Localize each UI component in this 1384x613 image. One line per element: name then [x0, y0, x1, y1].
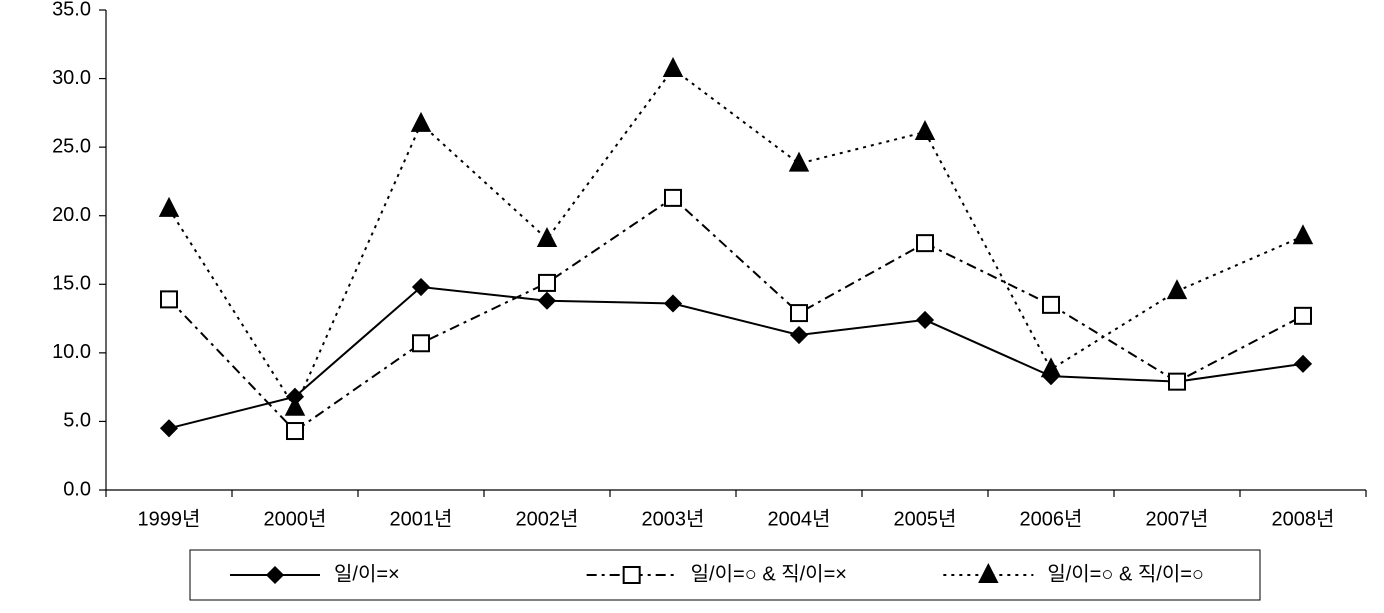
- marker-triangle: [1168, 281, 1186, 299]
- x-tick-label: 1999년: [138, 507, 201, 530]
- y-tick-label: 20.0: [52, 204, 91, 226]
- marker-triangle: [286, 397, 304, 415]
- marker-triangle: [538, 229, 556, 247]
- marker-square-open: [287, 423, 303, 439]
- marker-triangle: [664, 59, 682, 77]
- marker-square-open: [791, 305, 807, 321]
- series-line-s3: [169, 69, 1303, 408]
- marker-triangle: [160, 199, 178, 217]
- marker-square-open: [665, 190, 681, 206]
- x-tick-label: 2005년: [894, 507, 957, 530]
- y-tick-label: 5.0: [63, 410, 91, 432]
- marker-square-open: [1043, 297, 1059, 313]
- x-tick-label: 2000년: [264, 507, 327, 530]
- legend-label: 일/이=○ & 직/이=○: [1047, 562, 1204, 585]
- marker-square-open: [1295, 308, 1311, 324]
- x-tick-label: 2007년: [1146, 507, 1209, 530]
- chart-svg: 0.0 5.0 10.0 15.0 20.0 25.0 30.0 35.0 1999년 2000년…: [0, 0, 1384, 613]
- legend-label: 일/이=×: [334, 562, 400, 585]
- marker-diamond: [161, 420, 177, 436]
- marker-square-open: [161, 291, 177, 307]
- marker-triangle: [412, 113, 430, 131]
- marker-diamond: [267, 567, 283, 583]
- x-tick-label: 2006년: [1020, 507, 1083, 530]
- marker-square-open: [1169, 374, 1185, 390]
- marker-triangle: [979, 565, 997, 583]
- y-tick-label: 35.0: [52, 0, 91, 20]
- x-tick-label: 2004년: [768, 507, 831, 530]
- marker-square-open: [917, 235, 933, 251]
- y-tick-label: 15.0: [52, 273, 91, 295]
- marker-triangle: [1294, 226, 1312, 244]
- y-tick-label: 10.0: [52, 341, 91, 363]
- x-tick-label: 2001년: [390, 507, 453, 530]
- y-tick-label: 30.0: [52, 67, 91, 89]
- y-tick-label: 0.0: [63, 478, 91, 500]
- line-chart: 0.0 5.0 10.0 15.0 20.0 25.0 30.0 35.0 1999년 2000년…: [0, 0, 1384, 613]
- marker-triangle: [1042, 359, 1060, 377]
- marker-triangle: [790, 153, 808, 171]
- marker-square-open: [539, 275, 555, 291]
- legend-label: 일/이=○ & 직/이=×: [691, 562, 847, 585]
- marker-diamond: [917, 312, 933, 328]
- marker-diamond: [791, 327, 807, 343]
- marker-diamond: [1295, 356, 1311, 372]
- x-tick-label: 2008년: [1272, 507, 1335, 530]
- y-tick-label: 25.0: [52, 135, 91, 157]
- series-line-s2: [169, 198, 1303, 431]
- x-tick-label: 2003년: [642, 507, 705, 530]
- marker-square-open: [624, 567, 640, 583]
- marker-triangle: [916, 122, 934, 140]
- marker-square-open: [413, 335, 429, 351]
- marker-diamond: [665, 295, 681, 311]
- marker-diamond: [539, 293, 555, 309]
- x-tick-label: 2002년: [516, 507, 579, 530]
